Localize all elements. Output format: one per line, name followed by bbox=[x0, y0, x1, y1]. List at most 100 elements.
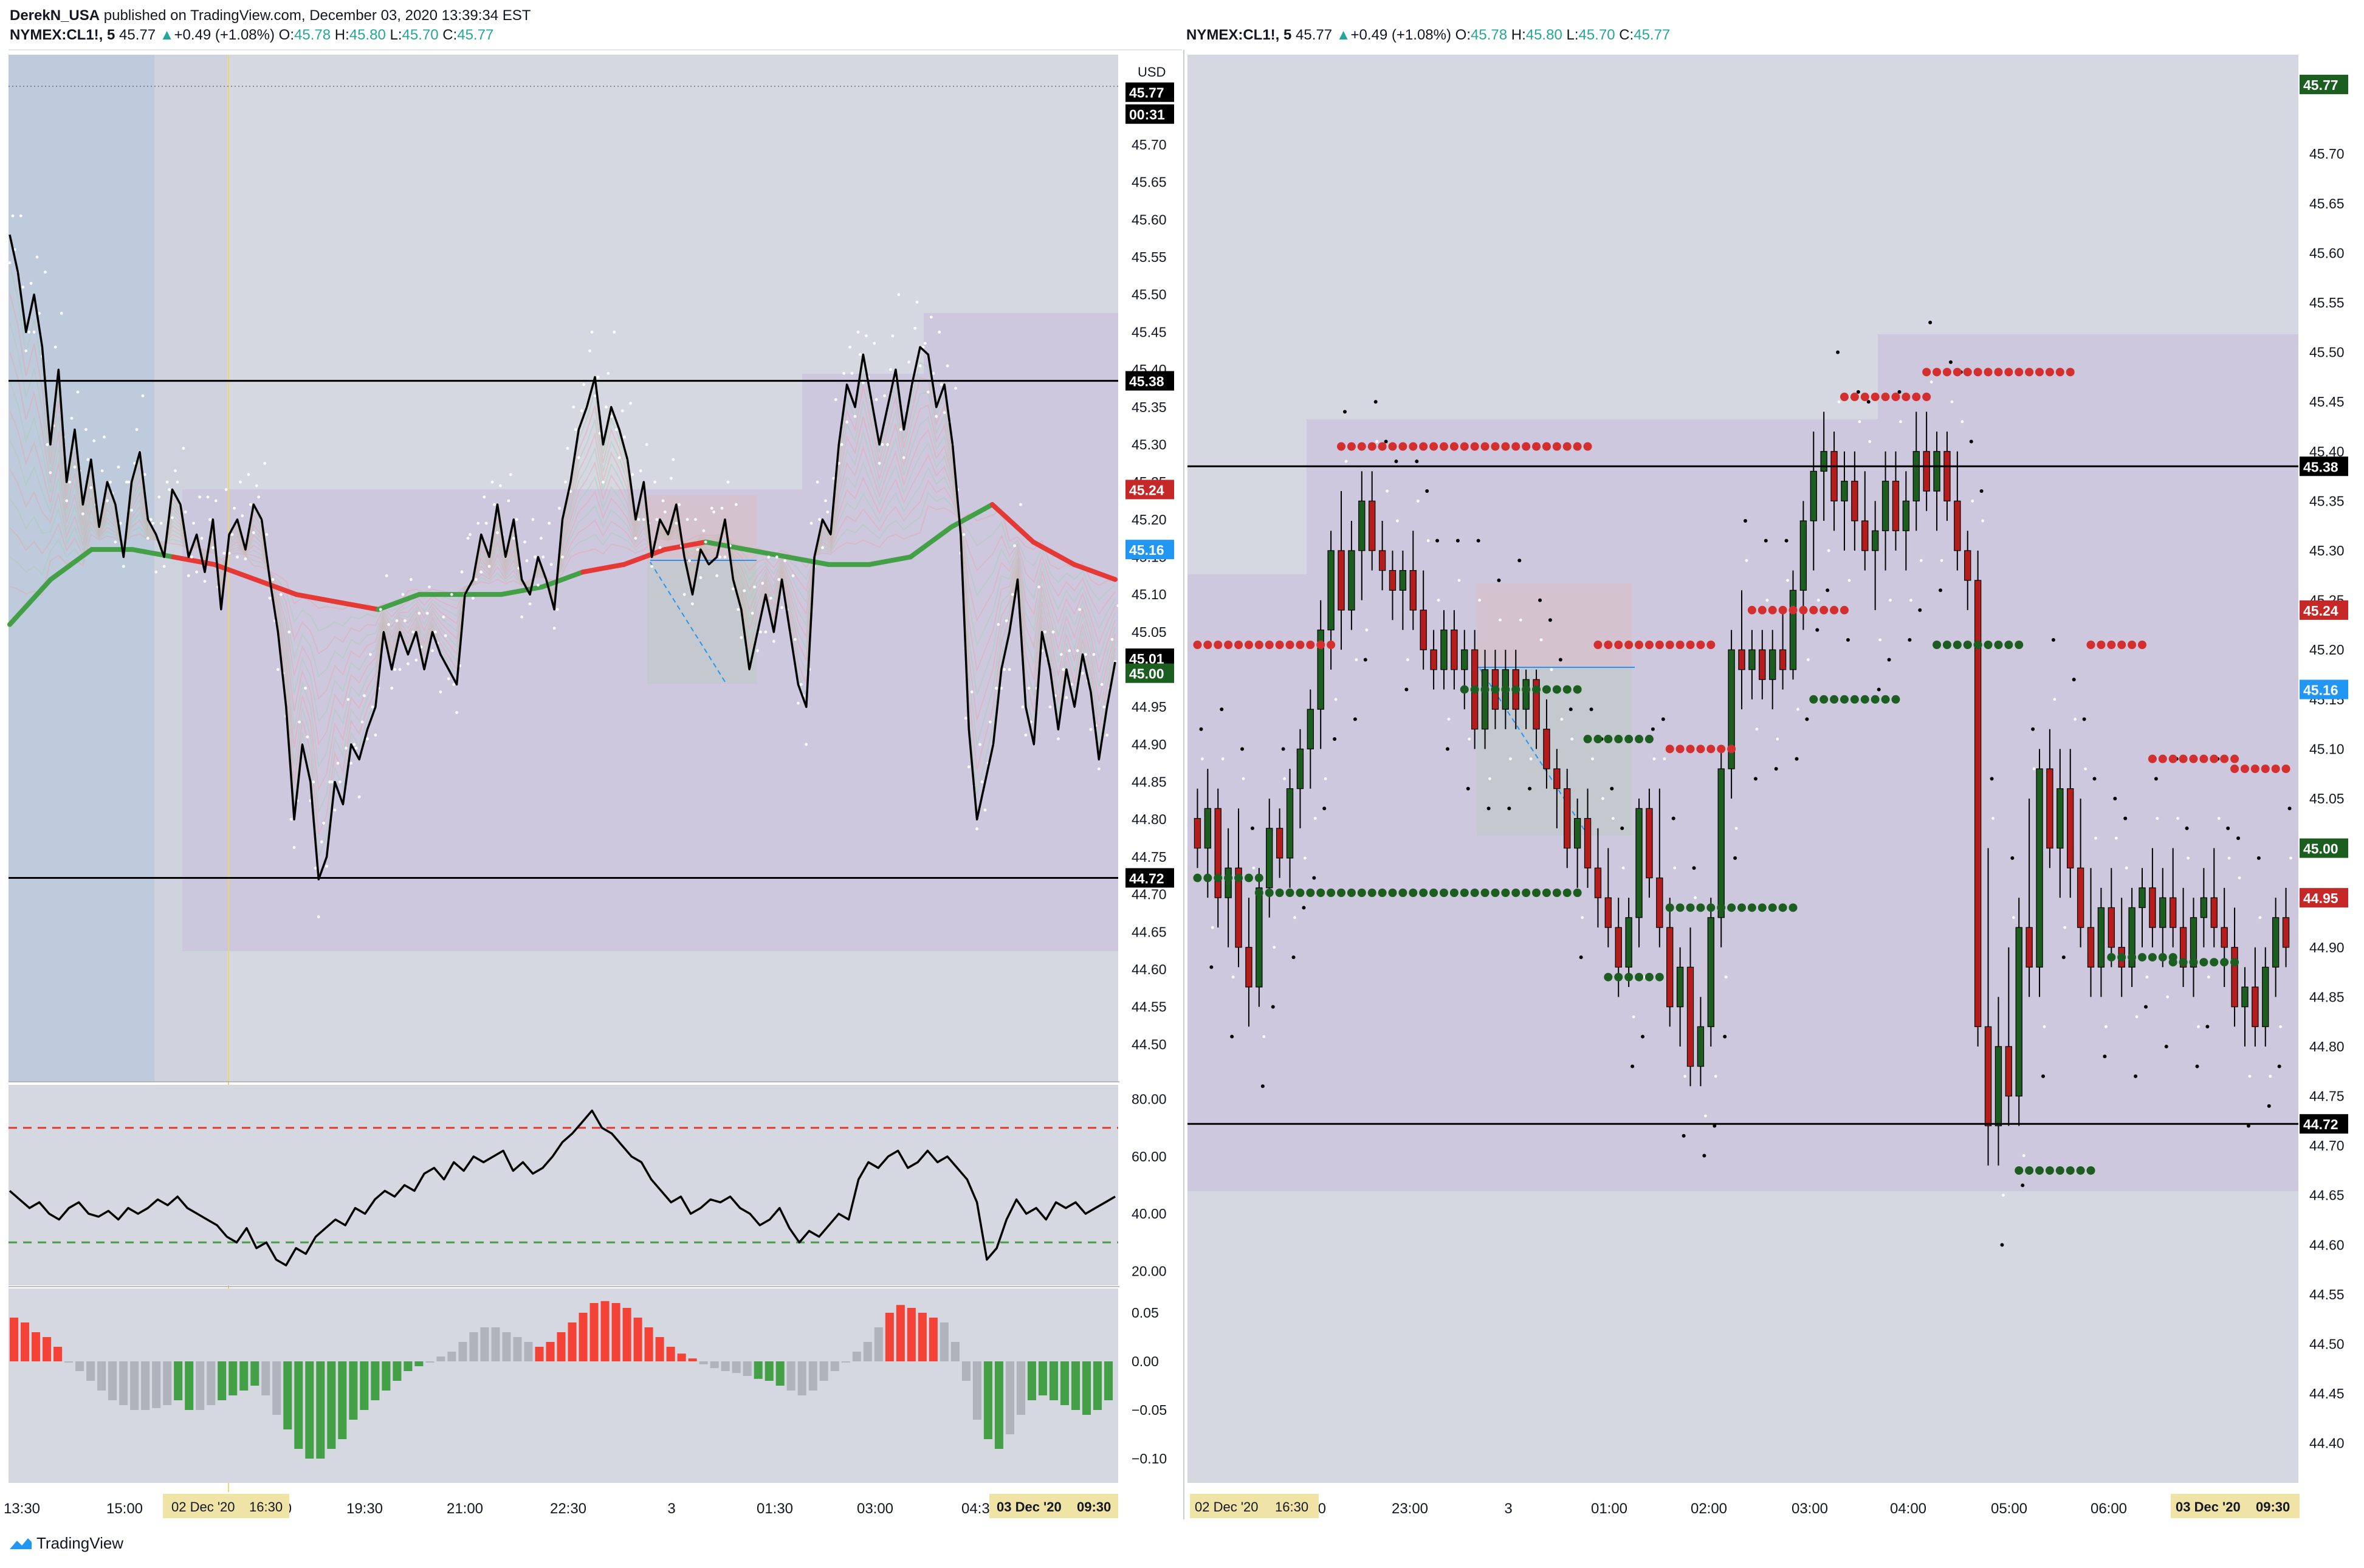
stop-dot bbox=[805, 743, 808, 746]
stop-level-dot bbox=[2025, 1166, 2034, 1175]
y-tick-label: 45.05 bbox=[1132, 624, 1167, 640]
candle-body bbox=[1604, 897, 1612, 928]
stop-dot bbox=[1037, 585, 1041, 589]
stop-dot bbox=[682, 593, 686, 596]
stop-level-dot bbox=[2168, 958, 2177, 967]
stop-level-dot bbox=[1532, 888, 1541, 897]
stop-dot bbox=[122, 565, 125, 568]
stop-level-dot bbox=[2015, 641, 2024, 650]
stop-dot bbox=[1089, 727, 1093, 731]
stop-dot bbox=[487, 565, 491, 568]
legend-symbol[interactable]: NYMEX:CL1!, 5 bbox=[1186, 27, 1292, 43]
histogram-bar bbox=[130, 1361, 139, 1410]
candle-body bbox=[1522, 679, 1530, 710]
psar-dot bbox=[1260, 1084, 1265, 1088]
histogram-bar bbox=[765, 1361, 774, 1381]
stop-dot bbox=[637, 518, 641, 521]
histogram-bar bbox=[294, 1361, 303, 1449]
y-tick-label: 45.35 bbox=[1132, 399, 1167, 415]
histogram-bar bbox=[502, 1332, 511, 1361]
psar-dot bbox=[1199, 727, 1203, 731]
stop-level-dot bbox=[1624, 735, 1634, 744]
stop-dot bbox=[141, 394, 145, 397]
y-tick-label: 45.50 bbox=[1132, 287, 1167, 303]
stop-level-dot bbox=[2076, 1166, 2085, 1175]
stop-level-dot bbox=[1614, 735, 1623, 744]
histogram-bar bbox=[349, 1361, 358, 1420]
countdown-label-bg bbox=[1125, 104, 1174, 124]
stop-level-dot bbox=[1419, 888, 1428, 897]
stop-dot bbox=[1899, 420, 1902, 424]
candle-body bbox=[1594, 867, 1602, 898]
legend-symbol[interactable]: NYMEX:CL1!, 5 bbox=[10, 27, 115, 43]
y-tick-label: 44.40 bbox=[2309, 1436, 2345, 1451]
histogram-bar bbox=[393, 1361, 402, 1381]
stop-level-dot bbox=[2179, 958, 2188, 967]
candle-body bbox=[1769, 649, 1776, 680]
stop-dot bbox=[1878, 638, 1882, 642]
stop-dot bbox=[799, 683, 803, 686]
author-name[interactable]: DerekN_USA bbox=[10, 7, 100, 24]
stop-dot bbox=[165, 480, 169, 484]
stop-dot bbox=[1365, 628, 1369, 631]
stop-dot bbox=[444, 634, 447, 638]
stop-level-dot bbox=[1604, 641, 1613, 650]
stop-dot bbox=[577, 456, 580, 459]
stop-dot bbox=[174, 469, 177, 473]
stop-level-dot bbox=[1675, 903, 1685, 912]
stop-level-dot bbox=[1419, 442, 1428, 451]
price-label: 45.77 bbox=[1129, 85, 1164, 101]
tradingview-logo[interactable]: TradingView bbox=[9, 1534, 123, 1553]
stop-level-dot bbox=[2240, 765, 2249, 773]
histogram-bar bbox=[1038, 1361, 1047, 1395]
stop-dot bbox=[333, 808, 337, 812]
histogram-bar bbox=[10, 1318, 19, 1361]
histogram-bar bbox=[786, 1361, 795, 1391]
stop-dot bbox=[675, 521, 678, 525]
psar-dot bbox=[1415, 459, 1419, 464]
stop-level-dot bbox=[2271, 765, 2280, 773]
stop-level-dot bbox=[1491, 442, 1500, 451]
stop-dot bbox=[496, 531, 499, 534]
psar-dot bbox=[1579, 955, 1583, 960]
psar-dot bbox=[2205, 1025, 2210, 1029]
stop-dot bbox=[777, 578, 781, 581]
psar-dot bbox=[1476, 538, 1480, 543]
stop-dot bbox=[861, 381, 865, 385]
y-tick-label: 44.90 bbox=[2309, 940, 2345, 955]
stop-dot bbox=[84, 428, 88, 432]
stop-dot bbox=[103, 435, 106, 439]
stop-dot bbox=[363, 694, 366, 698]
stop-level-dot bbox=[1737, 903, 1746, 912]
stop-dot bbox=[2258, 916, 2262, 920]
stop-level-dot bbox=[2210, 754, 2219, 763]
histogram-bar bbox=[250, 1361, 259, 1386]
stop-level-dot bbox=[1614, 641, 1623, 650]
stop-dot bbox=[241, 514, 244, 518]
stop-level-dot bbox=[1717, 744, 1726, 754]
stop-dot bbox=[645, 443, 648, 446]
y-tick-label: 45.05 bbox=[2309, 791, 2345, 806]
legend-c-label: C: bbox=[442, 27, 458, 43]
stop-dot bbox=[455, 711, 459, 714]
stop-dot bbox=[943, 411, 946, 414]
stop-dot bbox=[634, 537, 637, 540]
ema-segment bbox=[376, 592, 422, 612]
stop-level-dot bbox=[1285, 888, 1294, 897]
stop-dot bbox=[1344, 459, 1348, 463]
psar-dot bbox=[1220, 707, 1224, 712]
candle-body bbox=[1748, 649, 1756, 670]
stop-level-dot bbox=[1460, 888, 1469, 897]
stop-dot bbox=[704, 540, 707, 544]
stop-dot bbox=[312, 780, 315, 783]
candle-body bbox=[2179, 927, 2187, 968]
stop-level-dot bbox=[1768, 605, 1777, 614]
publish-info: published on TradingView.com, December 0… bbox=[103, 7, 531, 24]
ema-segment bbox=[7, 577, 53, 627]
stop-dot bbox=[1991, 817, 1995, 820]
histogram-bar bbox=[152, 1361, 161, 1408]
psar-dot bbox=[2143, 1005, 2148, 1009]
stop-dot bbox=[1940, 559, 1943, 562]
stop-level-dot bbox=[2107, 641, 2116, 650]
candle-body bbox=[1974, 580, 1982, 1027]
